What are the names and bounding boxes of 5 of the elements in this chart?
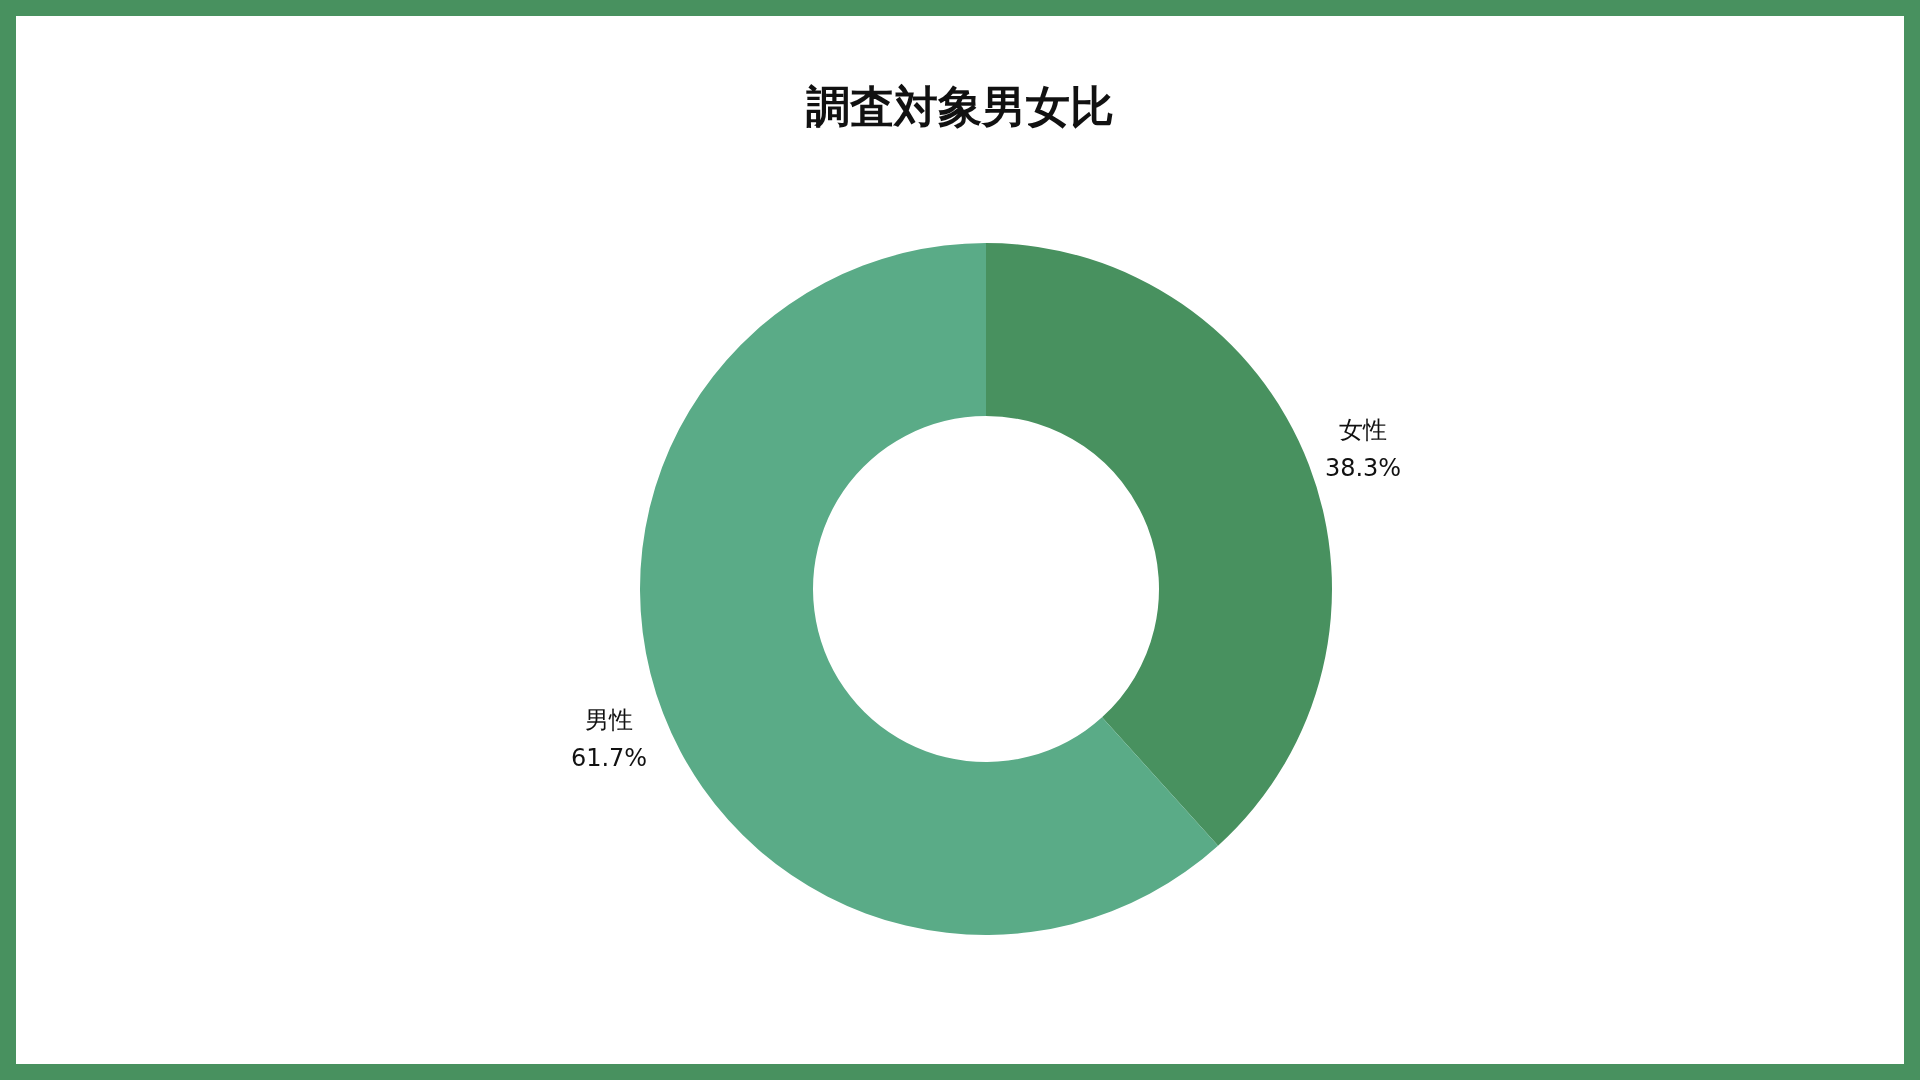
data-label: 38.3% [1324, 453, 1402, 482]
slice-label: 男性 [584, 706, 633, 735]
data-label: 61.7% [570, 744, 648, 773]
chart-title: 調査対象男女比 [806, 81, 1114, 132]
slice-label: 女性 [1339, 415, 1388, 444]
